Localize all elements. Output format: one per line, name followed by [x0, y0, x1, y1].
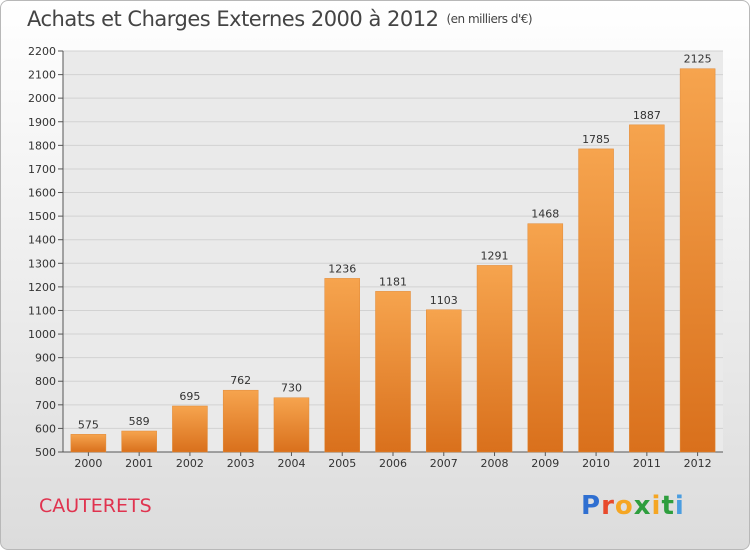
data-label: 1236 — [328, 262, 356, 275]
y-tick-label: 1000 — [28, 328, 56, 341]
chart-title: Achats et Charges Externes 2000 à 2012 — [27, 7, 439, 31]
y-tick-label: 1600 — [28, 187, 56, 200]
data-label: 1785 — [582, 133, 610, 146]
y-tick-label: 2000 — [28, 92, 56, 105]
y-tick-label: 600 — [35, 422, 56, 435]
y-tick-label: 1500 — [28, 210, 56, 223]
y-tick-label: 2200 — [28, 45, 56, 58]
x-tick-label: 2007 — [430, 457, 458, 470]
bar — [679, 68, 716, 453]
data-label: 762 — [230, 374, 251, 387]
logo-letter: r — [601, 491, 615, 521]
y-tick-label: 1100 — [28, 304, 56, 317]
x-tick-label: 2004 — [277, 457, 305, 470]
data-label: 730 — [281, 382, 302, 395]
logo-letter: P — [581, 491, 602, 521]
data-label: 1181 — [379, 275, 407, 288]
data-label: 1468 — [531, 208, 559, 221]
bar — [172, 405, 208, 453]
town-name: CAUTERETS — [39, 495, 152, 517]
logo-letter: x — [633, 491, 652, 521]
x-tick-label: 2000 — [74, 457, 102, 470]
x-tick-label: 2002 — [176, 457, 204, 470]
y-tick-label: 700 — [35, 399, 56, 412]
bar — [476, 265, 513, 453]
bar — [324, 278, 360, 453]
y-tick-label: 1900 — [28, 116, 56, 129]
bar — [426, 309, 462, 453]
logo-letter: i — [651, 491, 662, 521]
y-tick-label: 1200 — [28, 281, 56, 294]
bar — [222, 389, 259, 453]
bar — [629, 124, 665, 453]
x-tick-label: 2012 — [684, 457, 712, 470]
unit-note: (en milliers d'€) — [446, 12, 533, 26]
data-label: 1103 — [430, 294, 458, 307]
data-label: 589 — [129, 415, 150, 428]
x-tick-label: 2005 — [328, 457, 356, 470]
data-label: 1291 — [481, 249, 509, 262]
bar — [578, 148, 614, 453]
logo-letter: o — [614, 491, 634, 521]
y-tick-label: 1300 — [28, 257, 56, 270]
y-tick-label: 2100 — [28, 69, 56, 82]
data-label: 695 — [179, 390, 200, 403]
x-tick-label: 2009 — [531, 457, 559, 470]
logo-letter: i — [674, 491, 685, 521]
y-tick-label: 800 — [35, 375, 56, 388]
bar — [121, 430, 157, 453]
data-labels: 575 589 695 762 730 1236 1181 1103 1291 1468 1785 1… — [78, 53, 712, 432]
y-tick-label: 1800 — [28, 139, 56, 152]
proxiti-logo[interactable]: Proxiti — [581, 491, 685, 521]
x-tick-label: 2010 — [582, 457, 610, 470]
data-label: 575 — [78, 418, 99, 431]
logo-letter: t — [661, 491, 675, 521]
x-tick-label: 2006 — [379, 457, 407, 470]
bar — [527, 223, 564, 453]
bar — [375, 291, 411, 453]
data-label: 2125 — [684, 53, 712, 66]
chart-title-row: Achats et Charges Externes 2000 à 2012 (e… — [27, 7, 533, 31]
y-tick-label: 900 — [35, 352, 56, 365]
y-tick-label: 500 — [35, 446, 56, 459]
y-tick-label: 1700 — [28, 163, 56, 176]
bars — [70, 68, 716, 453]
axes: 500 600 700 800 900 1000 1100 1200 1300 1400 1500 1… — [28, 45, 723, 470]
x-tick-label: 2001 — [125, 457, 153, 470]
x-tick-label: 2003 — [227, 457, 255, 470]
x-tick-label: 2008 — [481, 457, 509, 470]
y-tick-label: 1400 — [28, 234, 56, 247]
x-tick-label: 2011 — [633, 457, 661, 470]
bar — [273, 397, 310, 453]
data-label: 1887 — [633, 109, 661, 122]
bar — [70, 434, 107, 453]
